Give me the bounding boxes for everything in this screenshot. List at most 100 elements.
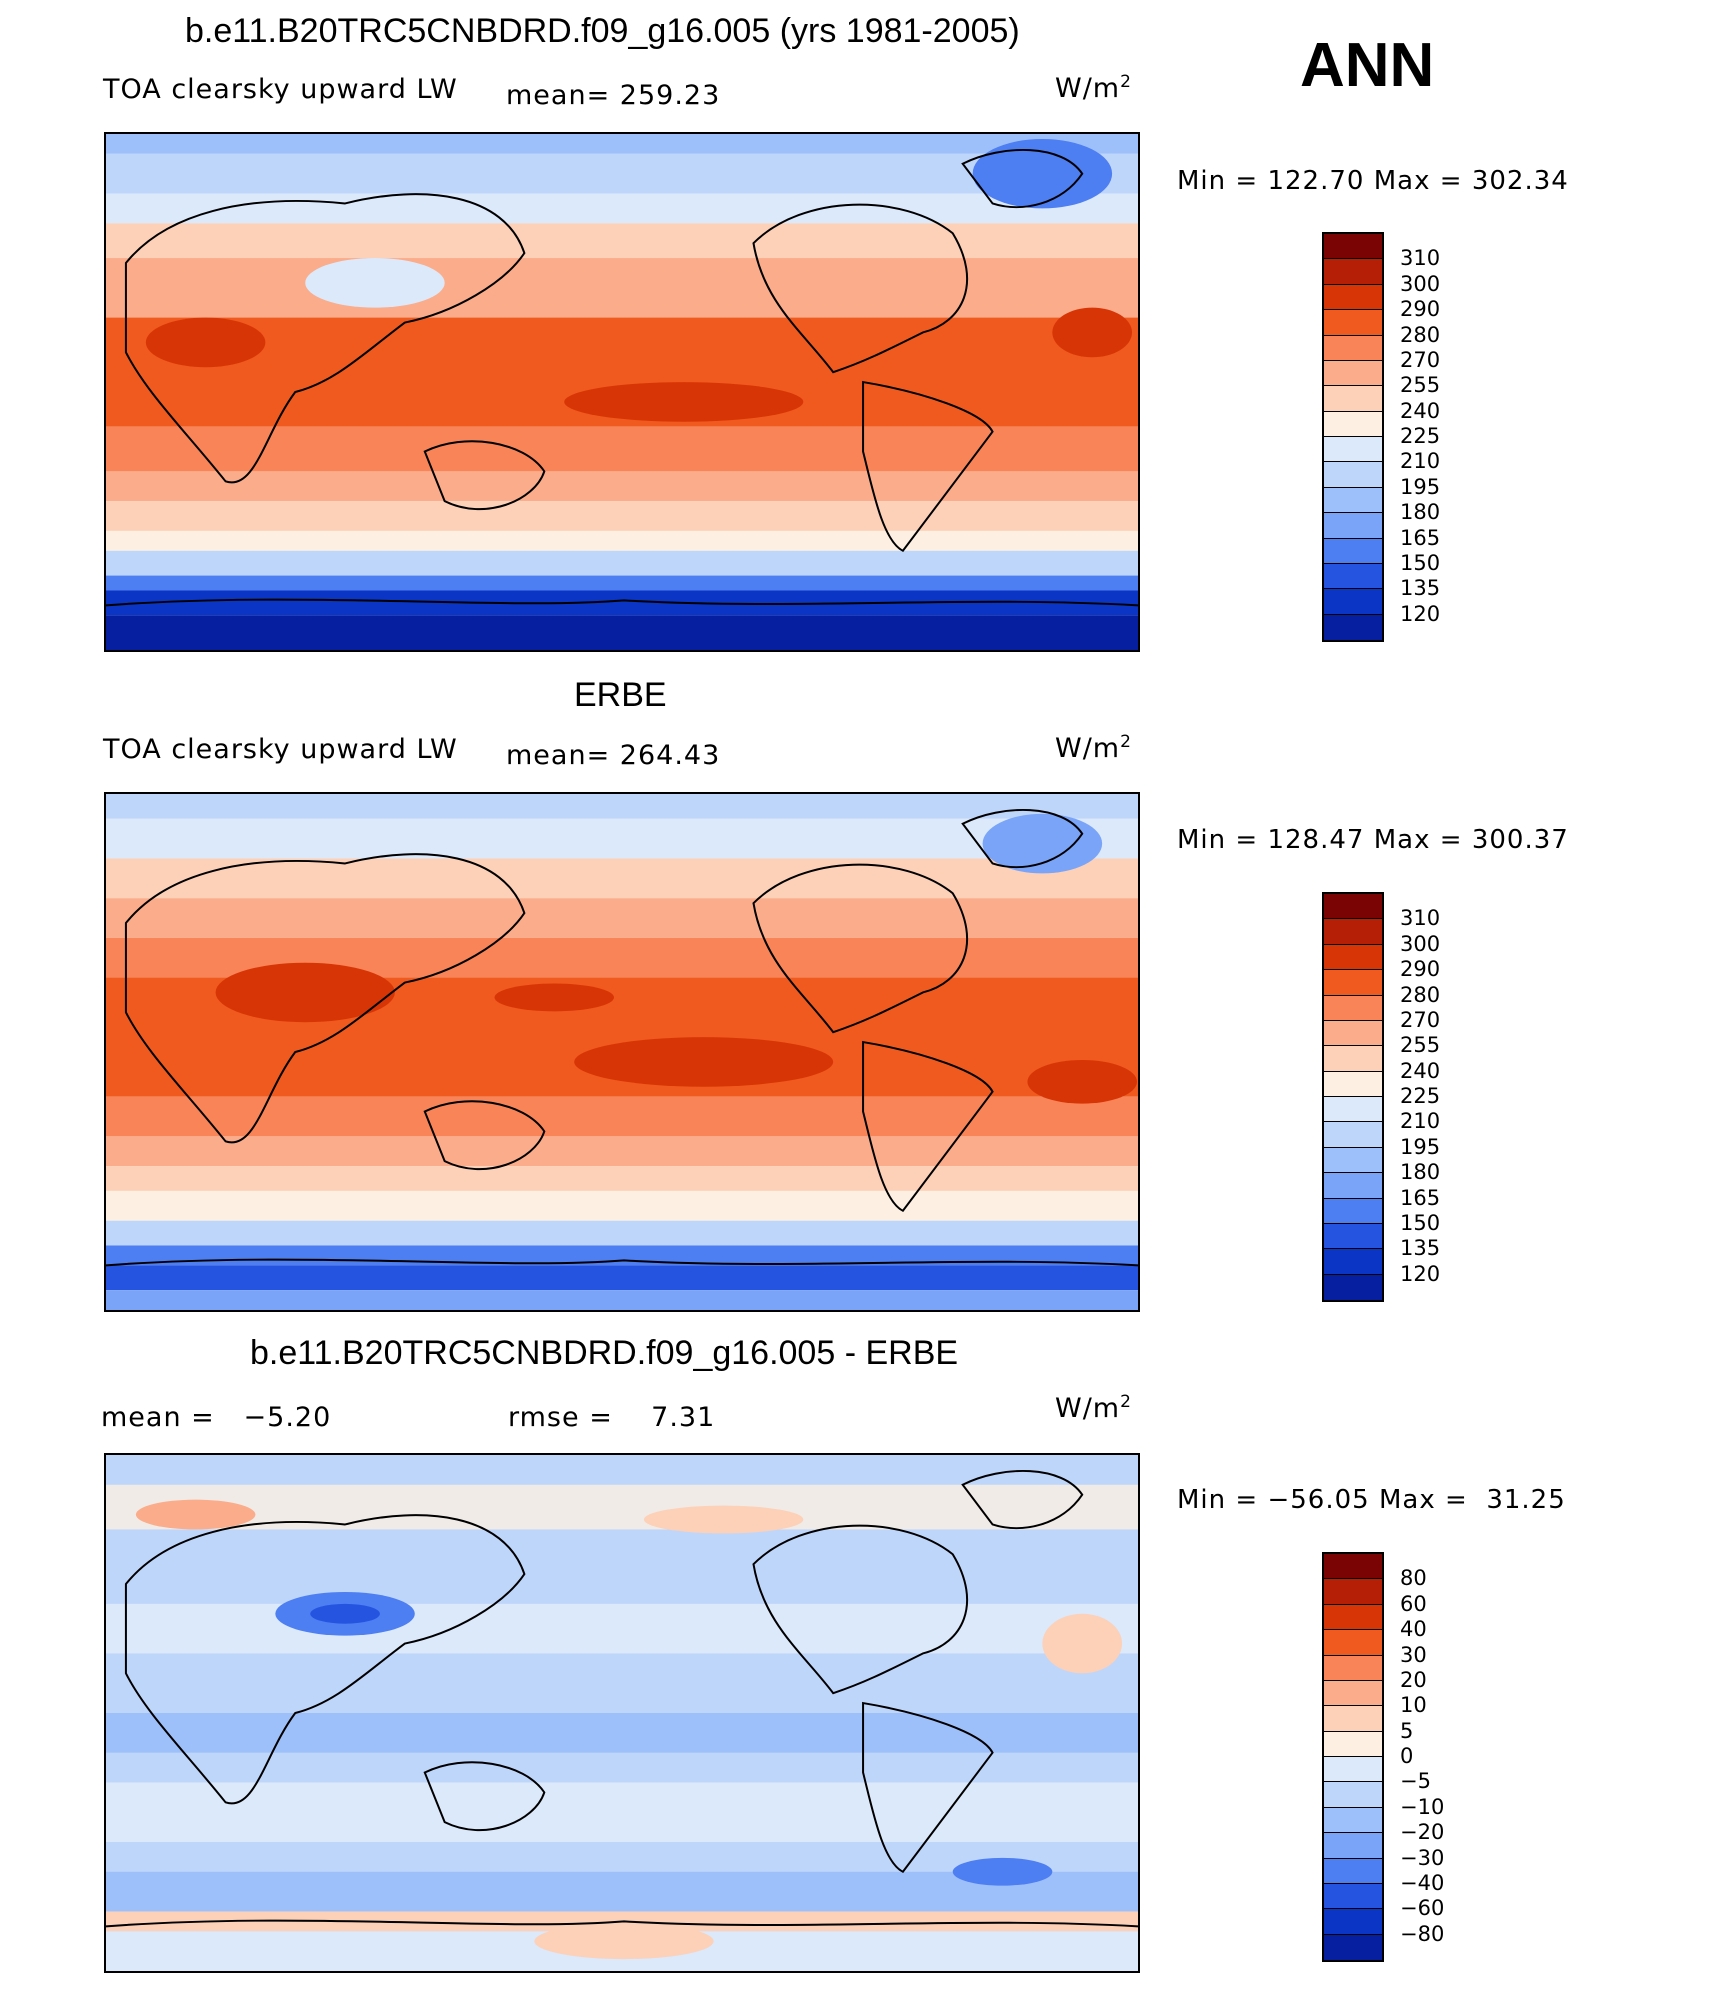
panel1-colorbar [1322,232,1384,642]
colorbar-swatch [1324,437,1382,463]
panel2-units: W/m2 [1055,732,1132,764]
colorbar-swatch [1324,1833,1382,1859]
colorbar-tick-label: 280 [1400,322,1441,347]
colorbar-tick-label: 180 [1400,1160,1441,1185]
colorbar-swatch [1324,386,1382,412]
colorbar-swatch [1324,1071,1382,1097]
colorbar-tick-label: 300 [1400,271,1441,296]
colorbar-tick-label: −10 [1400,1794,1445,1819]
panel3-units: W/m2 [1055,1392,1132,1424]
colorbar-tick-label: 310 [1400,246,1441,271]
colorbar-tick-label: 255 [1400,1033,1441,1058]
colorbar-swatch [1324,1807,1382,1834]
colorbar-tick-label: −20 [1400,1820,1445,1845]
colorbar-tick-label: 270 [1400,347,1441,372]
colorbar-tick-label: 80 [1400,1566,1427,1591]
colorbar-swatch [1324,1020,1382,1047]
colorbar-swatch [1324,1147,1382,1174]
colorbar-swatch [1324,259,1382,285]
colorbar-swatch [1324,1554,1382,1580]
panel3-title: b.e11.B20TRC5CNBDRD.f09_g16.005 - ERBE [250,1334,959,1372]
colorbar-swatch [1324,1198,1382,1224]
panel3-colorbar [1322,1552,1384,1962]
colorbar-tick-label: 240 [1400,1058,1441,1083]
colorbar-swatch [1324,538,1382,564]
colorbar-swatch [1324,1909,1382,1935]
colorbar-tick-label: 135 [1400,576,1441,601]
colorbar-tick-label: −40 [1400,1870,1445,1895]
colorbar-swatch [1324,234,1382,260]
colorbar-tick-label: 195 [1400,474,1441,499]
colorbar-swatch [1324,1655,1382,1681]
colorbar-tick-label: 300 [1400,931,1441,956]
panel2-title: ERBE [574,676,667,714]
panel1-map [104,132,1140,652]
colorbar-swatch [1324,1223,1382,1250]
colorbar-tick-label: 30 [1400,1642,1427,1667]
colorbar-tick-label: 270 [1400,1007,1441,1032]
colorbar-swatch [1324,1122,1382,1148]
panel2-minmax: Min = 128.47 Max = 300.37 [1177,825,1569,855]
panel2-field-label: TOA clearsky upward LW [103,734,458,765]
colorbar-swatch [1324,1249,1382,1275]
colorbar-swatch [1324,487,1382,514]
colorbar-tick-label: 280 [1400,982,1441,1007]
colorbar-tick-label: 210 [1400,449,1441,474]
colorbar-tick-label: 0 [1400,1744,1414,1768]
panel2-map [104,792,1140,1312]
colorbar-swatch [1324,360,1382,387]
colorbar-swatch [1324,411,1382,437]
colorbar-swatch [1324,1604,1382,1631]
colorbar-tick-label: 290 [1400,297,1441,322]
colorbar-swatch [1324,1579,1382,1605]
colorbar-swatch [1324,1883,1382,1910]
colorbar-swatch [1324,1680,1382,1707]
panel2-mean: mean= 264.43 [506,740,721,771]
colorbar-tick-label: −60 [1400,1896,1445,1921]
panel3-mean: mean = −5.20 [101,1402,332,1433]
colorbar-swatch [1324,1782,1382,1808]
colorbar-tick-label: 10 [1400,1693,1427,1718]
colorbar-tick-label: 180 [1400,500,1441,525]
colorbar-swatch [1324,995,1382,1021]
panel1-title: b.e11.B20TRC5CNBDRD.f09_g16.005 (yrs 198… [185,12,1020,50]
colorbar-tick-label: 165 [1400,1185,1441,1210]
colorbar-tick-label: −30 [1400,1845,1445,1870]
colorbar-tick-label: −80 [1400,1921,1445,1946]
colorbar-swatch [1324,944,1382,971]
season-label: ANN [1300,31,1435,100]
colorbar-tick-label: 310 [1400,906,1441,931]
panel2-map-graphic [106,794,1138,1310]
colorbar-tick-label: 150 [1400,550,1441,575]
colorbar-swatch [1324,1046,1382,1072]
colorbar-swatch [1324,335,1382,361]
colorbar-swatch [1324,1097,1382,1123]
colorbar-tick-label: 150 [1400,1210,1441,1235]
colorbar-swatch [1324,919,1382,945]
panel3-map [104,1453,1140,1973]
colorbar-tick-label: 210 [1400,1109,1441,1134]
panel1-units: W/m2 [1055,72,1132,104]
panel1-field-label: TOA clearsky upward LW [103,74,458,105]
colorbar-swatch [1324,1757,1382,1783]
colorbar-tick-label: 20 [1400,1667,1427,1692]
colorbar-swatch [1324,1731,1382,1757]
panel3-map-graphic [106,1455,1138,1971]
colorbar-tick-label: 240 [1400,398,1441,423]
colorbar-swatch [1324,589,1382,615]
colorbar-swatch [1324,284,1382,311]
colorbar-tick-label: 120 [1400,1261,1441,1286]
colorbar-tick-label: −5 [1400,1769,1431,1794]
colorbar-tick-label: 195 [1400,1134,1441,1159]
colorbar-swatch [1324,970,1382,996]
colorbar-swatch [1324,310,1382,336]
panel2-colorbar [1322,892,1384,1302]
colorbar-swatch [1324,1274,1382,1300]
colorbar-tick-label: 255 [1400,373,1441,398]
colorbar-tick-label: 290 [1400,957,1441,982]
colorbar-swatch [1324,563,1382,590]
panel3-minmax: Min = −56.05 Max = 31.25 [1177,1485,1566,1515]
panel1-mean: mean= 259.23 [506,80,721,111]
colorbar-tick-label: 165 [1400,525,1441,550]
colorbar-tick-label: 225 [1400,424,1441,448]
